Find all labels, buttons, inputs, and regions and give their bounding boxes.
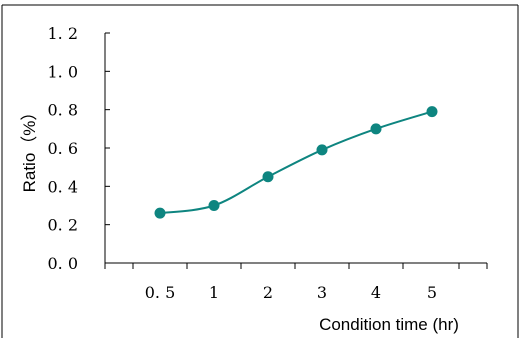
x-tick-label: 5: [427, 283, 437, 302]
y-tick-label: 0. 2: [47, 216, 78, 235]
data-point: [262, 171, 274, 183]
x-tick-label: 3: [317, 283, 327, 302]
x-ticks: 0. 5 1 2 3 4 5: [104, 263, 488, 302]
x-tick-label: 0. 5: [145, 283, 176, 302]
y-axis-title: Ratio（%）: [20, 104, 39, 193]
data-point: [316, 144, 328, 156]
series-group: [154, 106, 438, 219]
y-tick-label: 0. 8: [47, 101, 78, 120]
x-axis-title: Condition time (hr): [319, 315, 459, 334]
data-point: [208, 200, 220, 211]
data-point: [370, 123, 382, 135]
data-point: [426, 106, 438, 118]
y-ticks: 0. 0 0. 2 0. 4 0. 6 0. 8 1. 0 1. 2: [47, 24, 110, 273]
x-tick-label: 1: [209, 283, 219, 302]
y-tick-label: 1. 0: [47, 62, 78, 81]
x-tick-label: 4: [371, 283, 381, 302]
data-point: [154, 207, 166, 219]
x-tick-label: 2: [263, 283, 273, 302]
y-tick-label: 0. 0: [47, 254, 78, 273]
series-line: [159, 110, 433, 215]
y-tick-label: 1. 2: [47, 24, 78, 43]
y-tick-label: 0. 6: [47, 139, 78, 158]
y-tick-label: 0. 4: [47, 177, 78, 196]
